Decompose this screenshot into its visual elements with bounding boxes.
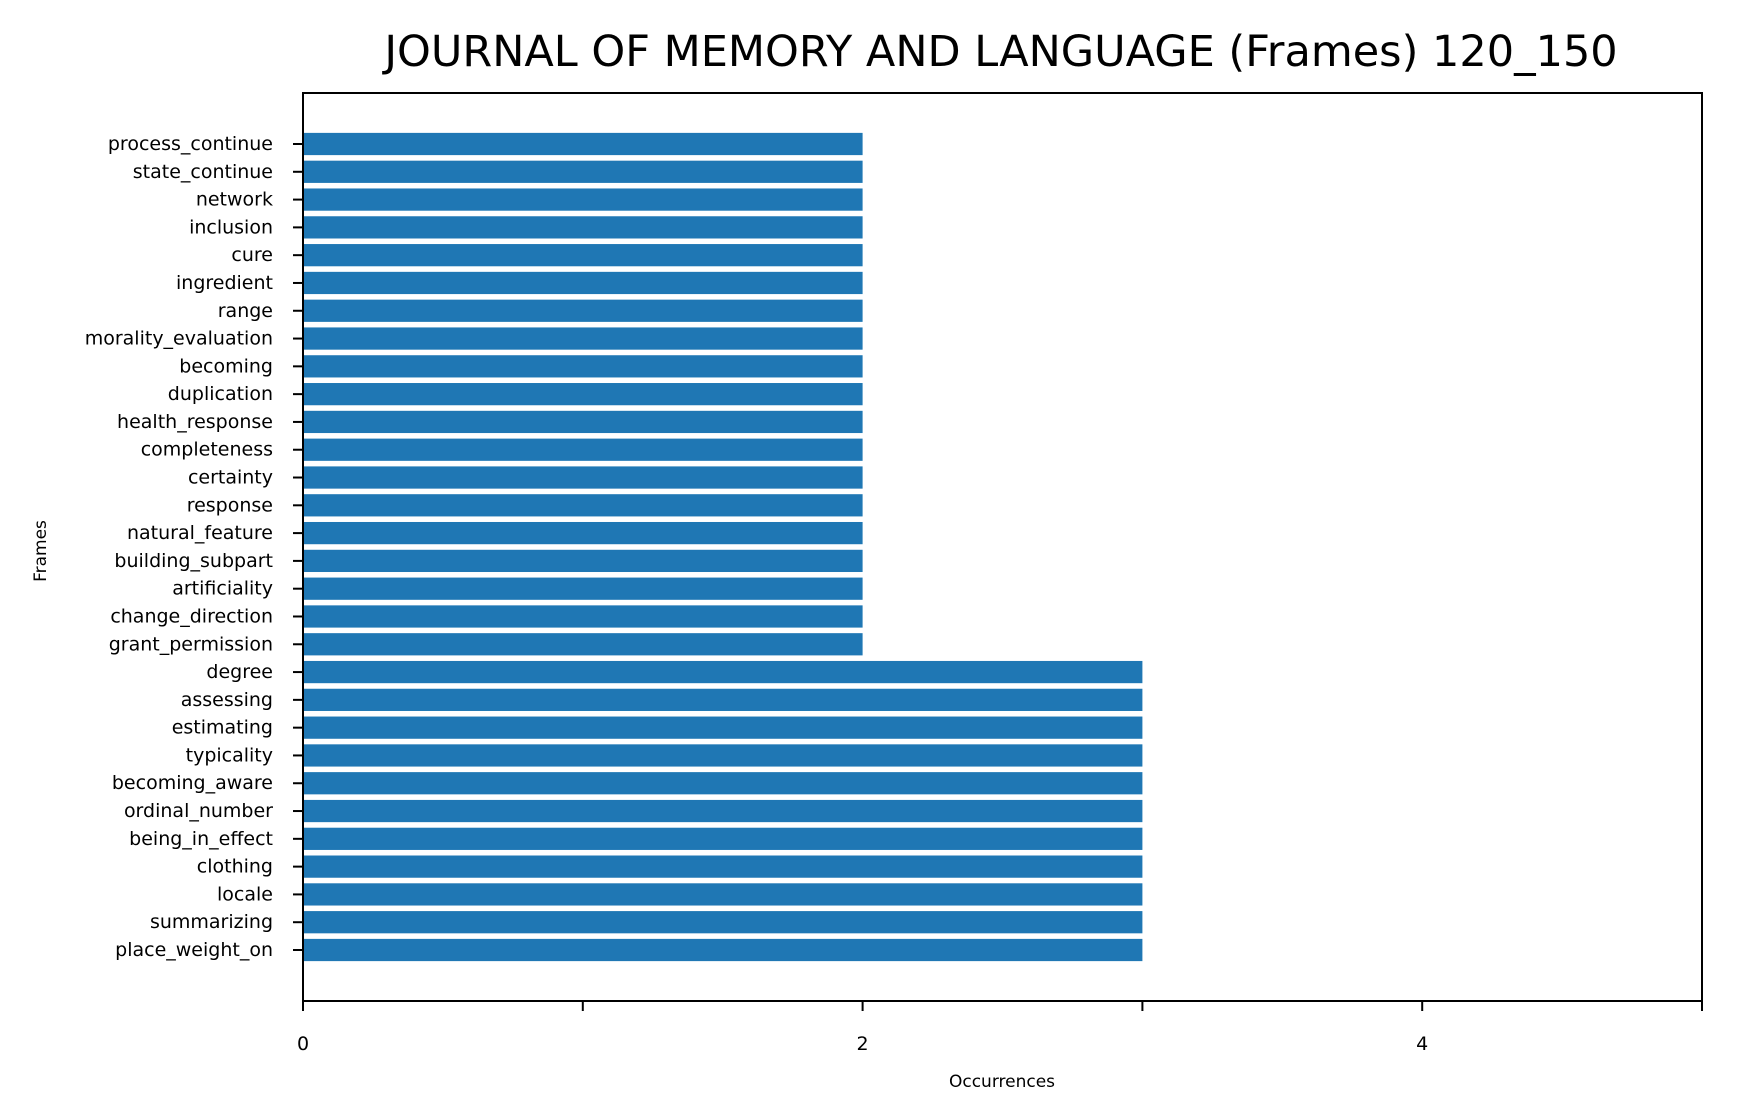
y-tick-label: state_continue — [133, 161, 273, 183]
y-tick-label: assessing — [181, 689, 273, 711]
bar-place-weight-on — [303, 938, 1143, 962]
bar-estimating — [303, 716, 1143, 739]
y-tick-label: network — [196, 189, 273, 211]
y-tick-label: degree — [206, 661, 273, 683]
y-tick-label: inclusion — [189, 216, 273, 238]
bar-becoming — [303, 355, 863, 378]
x-tick-label: 2 — [857, 1033, 869, 1055]
plot-frame — [302, 92, 1703, 1002]
y-tick-label: duplication — [168, 383, 273, 405]
bar-response — [303, 494, 863, 517]
bar-process-continue — [303, 132, 863, 156]
bar-health-response — [303, 410, 863, 434]
bar-range — [303, 299, 863, 322]
x-tick-label: 4 — [1416, 1033, 1428, 1055]
bar-completeness — [303, 438, 863, 461]
y-tick-label: response — [187, 494, 273, 516]
y-axis-label: Frames — [31, 520, 51, 582]
y-tick-label: clothing — [197, 856, 273, 878]
bar-cure — [303, 244, 863, 267]
bar-change-direction — [303, 605, 863, 628]
x-axis-label: Occurrences — [949, 1072, 1055, 1092]
bar-state-continue — [303, 160, 863, 183]
y-tick-label: summarizing — [150, 911, 273, 933]
bar-artificiality — [303, 577, 863, 600]
bar-assessing — [303, 688, 1143, 711]
bar-network — [303, 188, 863, 211]
y-tick-label: morality_evaluation — [85, 328, 273, 350]
y-tick-label: becoming_aware — [112, 772, 273, 794]
y-tick-label: being_in_effect — [129, 828, 273, 850]
bar-morality-evaluation — [303, 327, 863, 350]
bar-being-in-effect — [303, 827, 1143, 850]
bar-duplication — [303, 383, 863, 406]
bar-certainty — [303, 466, 863, 489]
y-tick-label: building_subpart — [114, 550, 273, 572]
y-tick-label: locale — [217, 883, 273, 905]
y-tick-label: completeness — [141, 439, 273, 461]
bar-inclusion — [303, 216, 863, 239]
y-tick-label: ordinal_number — [124, 800, 273, 822]
bar-locale — [303, 883, 1143, 906]
chart-title: JOURNAL OF MEMORY AND LANGUAGE (Frames) … — [381, 27, 1617, 77]
y-tick-label: ingredient — [176, 272, 273, 294]
bars-group — [303, 132, 1143, 962]
bar-grant-permission — [303, 633, 863, 656]
bar-clothing — [303, 855, 1143, 878]
bar-summarizing — [303, 911, 1143, 934]
y-tick-label: certainty — [188, 467, 273, 489]
bar-natural-feature — [303, 521, 863, 545]
x-axis-ticks: 0 2 4 — [297, 1001, 1703, 1055]
y-tick-label: typicality — [186, 744, 273, 766]
bar-ordinal-number — [303, 799, 1143, 823]
y-tick-label: change_direction — [110, 605, 273, 627]
y-tick-label: health_response — [117, 411, 273, 433]
x-tick-label: 0 — [297, 1033, 309, 1055]
y-tick-label: grant_permission — [109, 633, 273, 655]
bar-ingredient — [303, 271, 863, 295]
y-tick-label: becoming — [179, 355, 273, 377]
y-tick-label: natural_feature — [127, 522, 273, 544]
bar-typicality — [303, 744, 1143, 767]
bar-degree — [303, 660, 1143, 684]
y-tick-label: range — [218, 300, 273, 322]
y-tick-label: place_weight_on — [115, 939, 273, 961]
bar-building-subpart — [303, 549, 863, 573]
bar-becoming-aware — [303, 772, 1143, 795]
y-tick-label: estimating — [172, 717, 273, 739]
y-tick-label: process_continue — [108, 133, 273, 155]
y-tick-label: cure — [231, 244, 273, 266]
y-tick-label: artificiality — [172, 578, 273, 600]
